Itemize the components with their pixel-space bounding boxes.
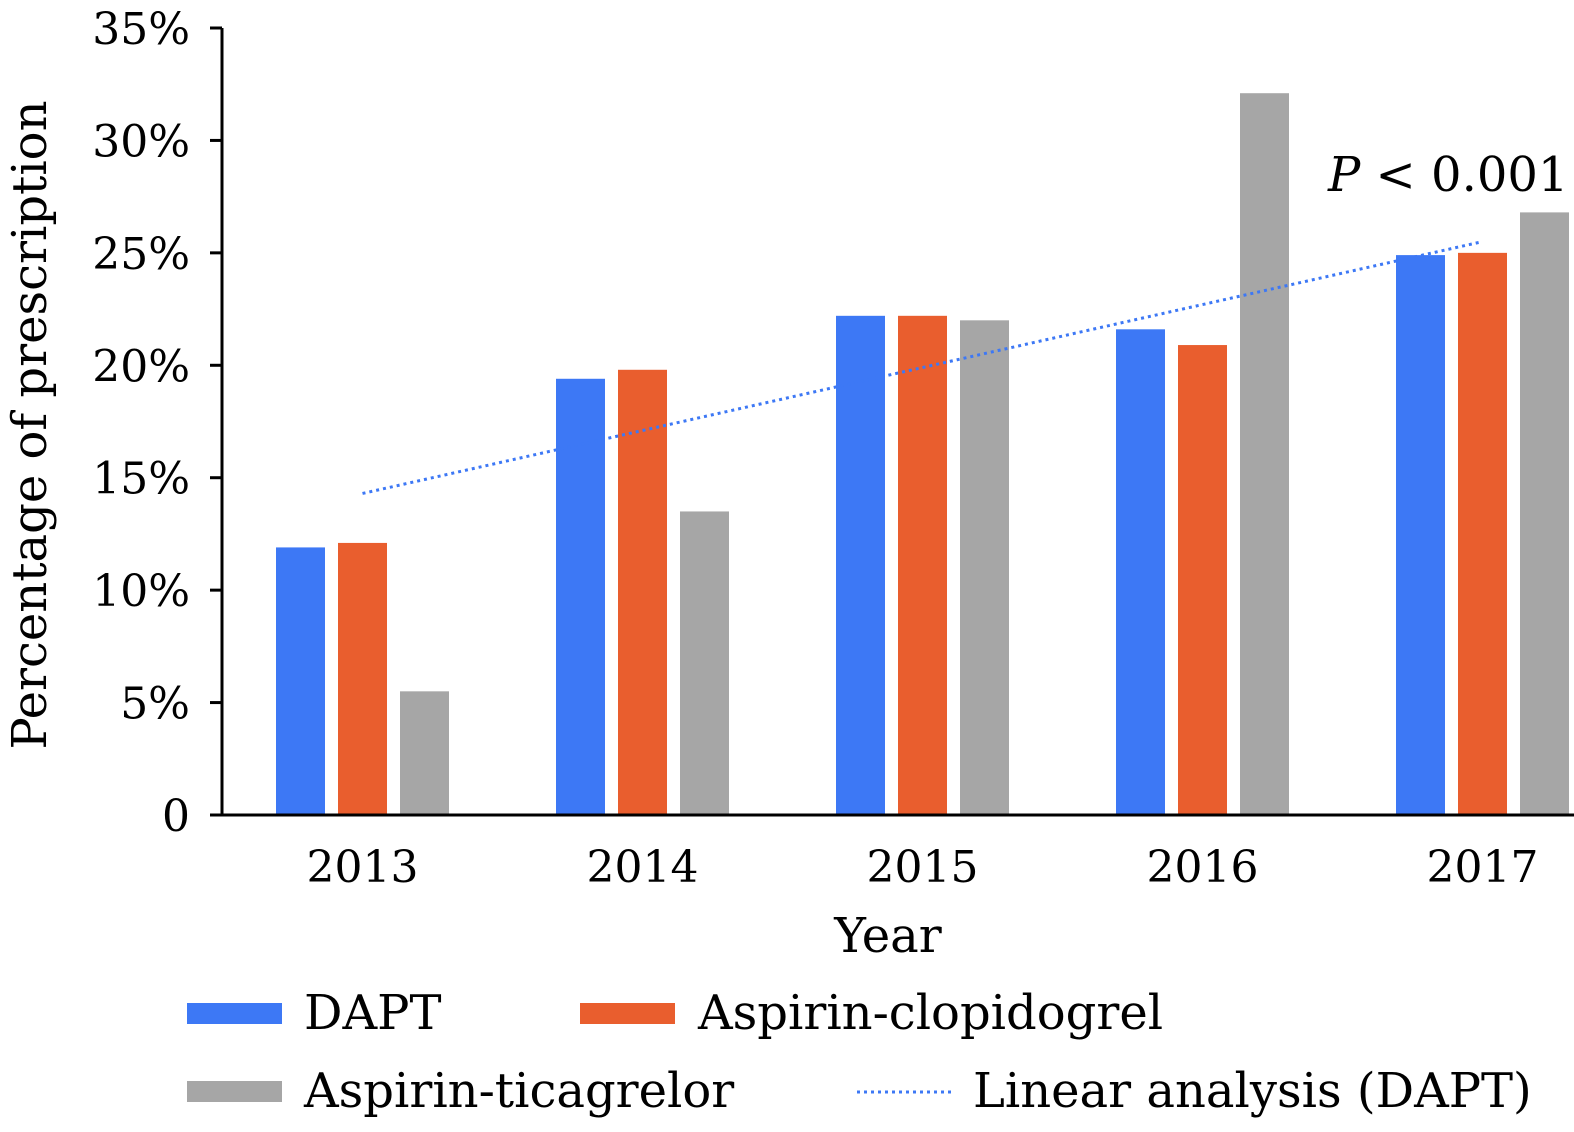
legend: DAPT Aspirin-clopidogrel Aspirin-ticagre… (187, 985, 1532, 1119)
x-tick-label: 2017 (1427, 842, 1539, 893)
bar-aspirin-ticagrelor-2014 (680, 511, 729, 815)
p-value-annotation: P < 0.001 (1327, 147, 1568, 203)
bar-dapt-2016 (1116, 329, 1165, 815)
legend-label-aspirin-clopidogrel: Aspirin-clopidogrel (697, 985, 1163, 1041)
bar-aspirin-ticagrelor-2013 (400, 691, 449, 815)
y-ticks: 0 5% 10% 15% 20% 25% 30% 35% (92, 4, 222, 842)
y-tick-label: 35% (92, 4, 190, 55)
legend-label-dapt: DAPT (304, 985, 441, 1041)
legend-swatch-aspirin-clopidogrel (580, 1003, 675, 1024)
x-tick-label: 2015 (867, 842, 979, 893)
y-axis-title: Percentage of prescription (2, 101, 58, 750)
x-tick-label: 2014 (587, 842, 699, 893)
y-tick-label: 5% (120, 679, 190, 730)
bar-aspirin-ticagrelor-2017 (1520, 212, 1569, 815)
legend-swatch-dapt (187, 1003, 282, 1024)
x-tick-label: 2013 (307, 842, 419, 893)
x-axis-title: Year (833, 908, 942, 964)
bar-dapt-2014 (556, 378, 605, 815)
legend-label-aspirin-ticagrelor: Aspirin-ticagrelor (303, 1063, 734, 1119)
legend-swatch-aspirin-ticagrelor (187, 1081, 282, 1102)
p-value-symbol: P (1327, 147, 1361, 203)
bar-dapt-2015 (836, 315, 885, 815)
bars-group (276, 93, 1569, 816)
bar-aspirin-clopidogrel-2014 (618, 369, 667, 815)
bar-aspirin-clopidogrel-2016 (1178, 345, 1227, 815)
bar-aspirin-ticagrelor-2016 (1240, 93, 1289, 816)
p-value-text: < 0.001 (1360, 147, 1568, 203)
bar-aspirin-clopidogrel-2017 (1458, 252, 1507, 815)
legend-label-trendline: Linear analysis (DAPT) (973, 1063, 1532, 1119)
y-tick-label: 30% (92, 116, 190, 167)
bar-aspirin-ticagrelor-2015 (960, 320, 1009, 815)
bar-dapt-2017 (1396, 255, 1445, 815)
trendline-dapt (362, 240, 1483, 495)
axes (220, 28, 1574, 817)
x-ticks: 2013 2014 2015 2016 2017 (307, 842, 1539, 893)
y-tick-label: 20% (92, 341, 190, 392)
y-tick-label: 15% (92, 454, 190, 505)
bar-aspirin-clopidogrel-2013 (338, 542, 387, 815)
y-tick-label: 0 (162, 791, 190, 842)
y-tick-label: 10% (92, 566, 190, 617)
x-tick-label: 2016 (1147, 842, 1259, 893)
bar-aspirin-clopidogrel-2015 (898, 315, 947, 815)
bar-dapt-2013 (276, 547, 325, 815)
y-tick-label: 25% (92, 229, 190, 280)
